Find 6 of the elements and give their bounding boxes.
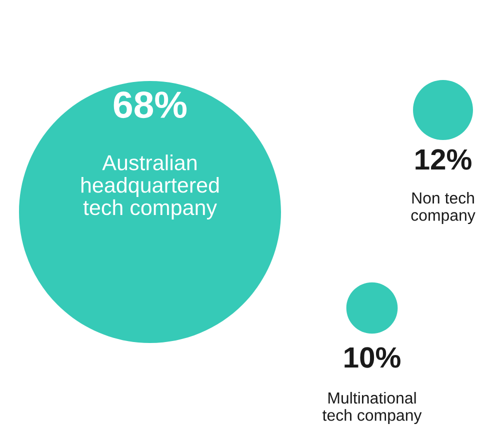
data-label: 12% <box>416 149 472 170</box>
data-label: 10% <box>344 347 400 368</box>
category-label: Non tech company <box>411 192 476 224</box>
category-label: Australian headquartered tech company <box>81 154 219 220</box>
category-label: Multinational tech company <box>322 392 422 424</box>
data-label: 68% <box>114 92 187 118</box>
